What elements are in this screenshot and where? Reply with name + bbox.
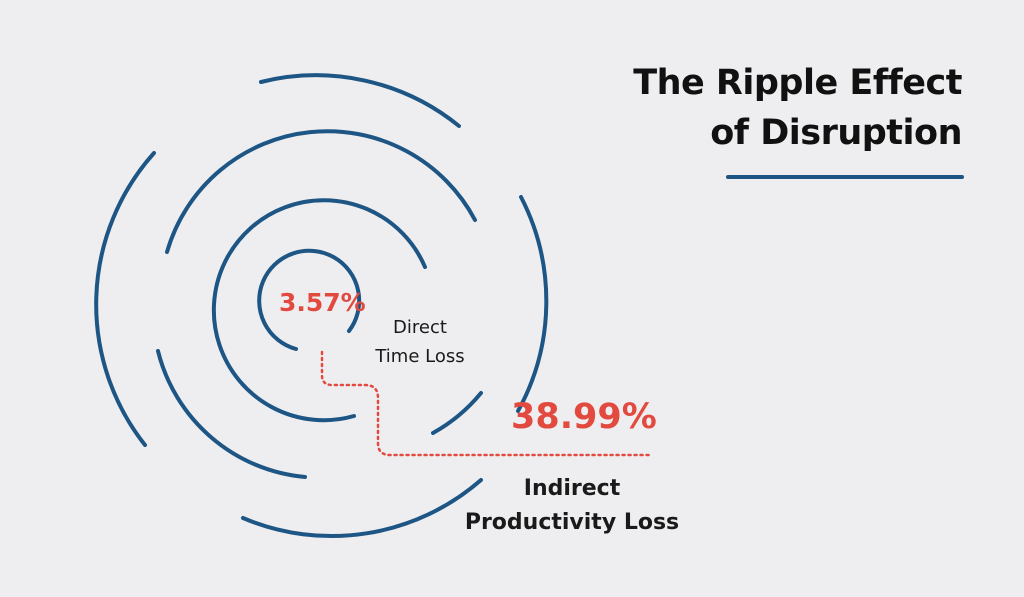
indirect-productivity-loss-value: 38.99% <box>511 397 657 437</box>
dotted-connector <box>320 350 654 457</box>
ripple-ring-4a <box>94 151 156 447</box>
title-underline <box>726 175 964 179</box>
direct-label-line-1: Direct <box>393 317 447 338</box>
page-title: The Ripple Effect of Disruption <box>633 58 962 158</box>
indirect-productivity-loss-label: Indirect Productivity Loss <box>452 472 692 540</box>
ripple-ring-3c <box>431 391 483 435</box>
ripple-ring-1 <box>257 248 362 351</box>
title-line-1: The Ripple Effect <box>633 63 962 103</box>
ripple-ring-3a <box>156 349 307 479</box>
title-line-2: of Disruption <box>710 113 962 153</box>
ripple-ring-2 <box>211 198 427 423</box>
direct-time-loss-label: Direct Time Loss <box>372 313 468 371</box>
indirect-label-line-2: Productivity Loss <box>464 510 680 535</box>
ripple-ring-4d <box>241 478 483 538</box>
ripple-ring-3b <box>165 129 477 254</box>
direct-time-loss-value: 3.57% <box>279 288 366 317</box>
direct-label-line-2: Time Loss <box>375 346 465 367</box>
ripple-ring-4b <box>259 73 461 128</box>
ripple-ring-4c <box>516 195 549 413</box>
indirect-label-line-1: Indirect <box>523 476 621 501</box>
